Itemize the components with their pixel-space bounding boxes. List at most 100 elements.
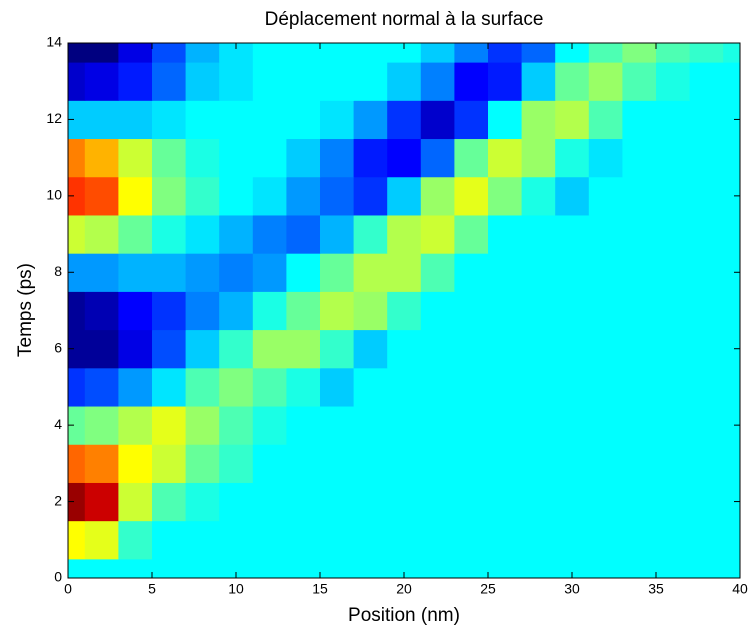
heatmap-cell [353,444,388,483]
heatmap-cell [555,176,590,216]
heatmap-cell [656,62,691,101]
heatmap-cell [723,444,741,483]
heatmap-cell [521,100,556,140]
x-tick-label: 35 [648,581,664,597]
heatmap-cell [555,253,590,292]
x-tick-label: 25 [480,581,496,597]
heatmap-cell [185,62,220,101]
heatmap-cell [84,520,119,560]
heatmap-cell [185,558,220,579]
heatmap-cell [353,558,388,579]
heatmap-cell [320,367,355,407]
heatmap-cell [320,253,355,292]
heatmap-cell [320,482,355,522]
heatmap-cell [454,138,489,178]
heatmap-cell [689,100,724,140]
heatmap-cell [286,253,321,292]
heatmap-cell [252,482,287,522]
heatmap-cell [454,214,489,254]
heatmap-cell [185,291,220,331]
heatmap-cell [521,43,556,63]
heatmap-cell [84,482,119,522]
heatmap-cell [286,62,321,101]
heatmap-cell [420,406,455,445]
heatmap-cell [152,100,187,140]
heatmap-cell [68,253,86,292]
heatmap-cell [152,558,187,579]
heatmap-cell [723,367,741,407]
heatmap-cell [521,62,556,101]
heatmap-cell [521,214,556,254]
heatmap-cell [488,62,523,101]
heatmap-cell [387,138,422,178]
heatmap-cell [252,291,287,331]
heatmap-cell [252,406,287,445]
heatmap-cell [622,176,657,216]
heatmap-cell [152,520,187,560]
heatmap-cell [152,62,187,101]
heatmap-cell [588,558,623,579]
heatmap-cell [68,43,86,63]
heatmap-cell [118,291,153,331]
heatmap-cell [84,444,119,483]
heatmap-cell [353,253,388,292]
heatmap-cell [588,253,623,292]
heatmap-cell [286,138,321,178]
heatmap-cell [622,214,657,254]
heatmap-cell [622,444,657,483]
heatmap-cell [488,482,523,522]
heatmap-cell [555,406,590,445]
heatmap-cell [656,444,691,483]
heatmap-cell [252,444,287,483]
heatmap-cell [68,138,86,178]
heatmap-cell [454,62,489,101]
heatmap-cell [320,214,355,254]
heatmap-cell [84,291,119,331]
heatmap-cell [420,291,455,331]
heatmap-cell [723,558,741,579]
heatmap-cell [185,214,220,254]
heatmap-cell [387,558,422,579]
heatmap-cell [521,482,556,522]
heatmap-cell [185,253,220,292]
heatmap-cell [622,482,657,522]
heatmap-cell [353,138,388,178]
heatmap-cell [387,291,422,331]
heatmap-cell [118,176,153,216]
heatmap-cell [286,43,321,63]
heatmap-cell [320,100,355,140]
heatmap-cell [521,138,556,178]
heatmap-cell [84,176,119,216]
heatmap-cell [219,100,254,140]
heatmap-cell [555,558,590,579]
heatmap-cell [353,329,388,369]
heatmap-cell [68,291,86,331]
y-tick-label: 12 [46,110,62,126]
heatmap-cell [420,100,455,140]
heatmap-cell [118,138,153,178]
heatmap-cell [185,138,220,178]
heatmap-cell [488,138,523,178]
heatmap-cell [68,520,86,560]
heatmap-cell [454,558,489,579]
heatmap-cell [68,482,86,522]
heatmap-cell [689,520,724,560]
heatmap-cell [656,100,691,140]
heatmap-cell [420,138,455,178]
heatmap-cell [656,138,691,178]
heatmap-cell [622,253,657,292]
heatmap-cell [656,367,691,407]
heatmap-cell [723,253,741,292]
heatmap-cell [219,176,254,216]
heatmap-cell [387,444,422,483]
heatmap-cell [320,62,355,101]
heatmap-cell [387,100,422,140]
heatmap-cell [84,558,119,579]
heatmap-cell [185,100,220,140]
heatmap-cell [454,367,489,407]
x-tick-label: 5 [148,581,156,597]
y-tick-label: 2 [54,492,62,508]
heatmap-cell [118,329,153,369]
heatmap-cell [420,482,455,522]
